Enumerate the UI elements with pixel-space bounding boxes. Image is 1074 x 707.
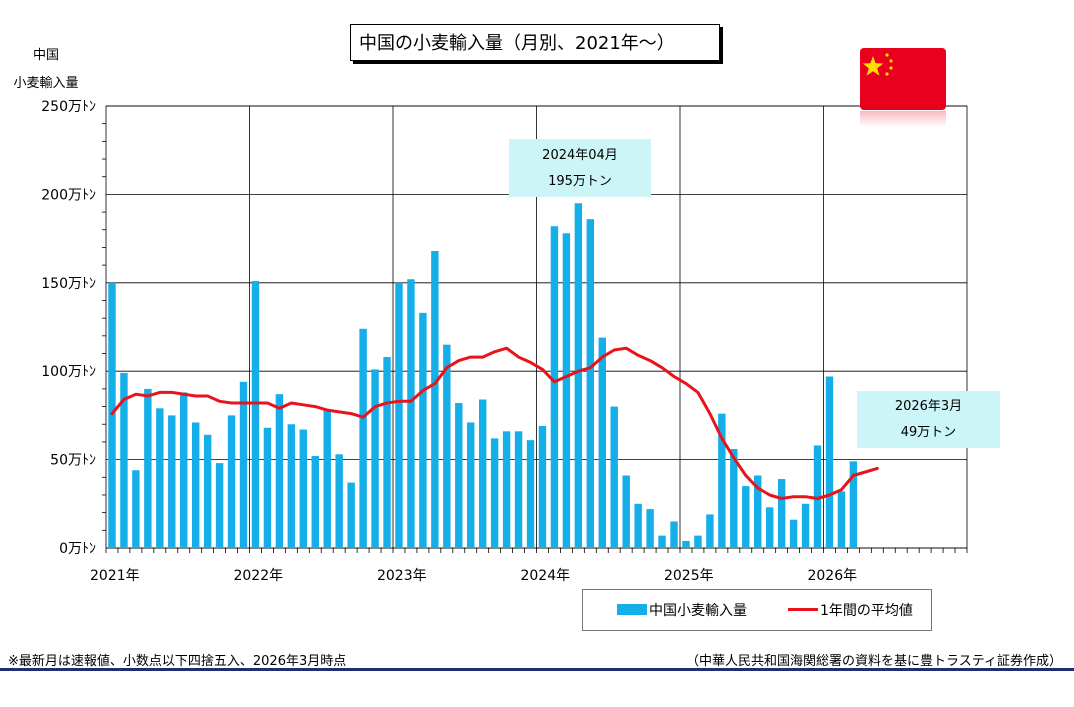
bar bbox=[323, 410, 331, 548]
bar bbox=[682, 540, 690, 548]
bar bbox=[203, 434, 212, 548]
bar bbox=[455, 403, 463, 548]
bar bbox=[706, 514, 714, 548]
legend-bar-label: 中国小麦輸入量 bbox=[649, 603, 747, 619]
callout-peak-value: 195万トン bbox=[548, 174, 612, 189]
bar bbox=[490, 438, 499, 548]
legend-line-swatch bbox=[788, 608, 818, 611]
bar bbox=[407, 279, 415, 548]
bar bbox=[825, 376, 834, 548]
bar bbox=[610, 406, 618, 548]
bar bbox=[849, 461, 858, 548]
bar bbox=[251, 281, 260, 548]
bar bbox=[263, 427, 272, 548]
bar bbox=[347, 482, 355, 548]
bar bbox=[144, 388, 152, 548]
bar bbox=[622, 475, 630, 548]
y-axis-label-line1: 中国 bbox=[32, 48, 59, 63]
bar bbox=[598, 337, 606, 548]
bar bbox=[801, 503, 810, 548]
bar bbox=[383, 357, 391, 548]
bar bbox=[478, 399, 487, 548]
bar bbox=[813, 445, 822, 548]
bar bbox=[335, 454, 343, 548]
bar bbox=[765, 507, 774, 548]
bar bbox=[371, 369, 379, 548]
flag-reflection bbox=[860, 111, 946, 127]
y-tick-label: 200万ﾄﾝ bbox=[41, 187, 96, 203]
y-tick-label: 50万ﾄﾝ bbox=[50, 453, 96, 469]
bar bbox=[419, 312, 427, 548]
bar bbox=[168, 415, 176, 548]
callout-latest-date: 2026年3月 bbox=[894, 399, 963, 414]
bar bbox=[191, 422, 200, 548]
y-tick-label: 100万ﾄﾝ bbox=[41, 364, 96, 380]
bar bbox=[120, 372, 128, 548]
bar bbox=[646, 509, 654, 548]
footnote: ※最新月は速報値、小数点以下四捨五入、2026年3月時点 bbox=[8, 654, 347, 669]
bar bbox=[239, 381, 248, 548]
bar bbox=[156, 408, 164, 548]
bar bbox=[359, 328, 367, 548]
callout-peak: 2024年04月 195万トン bbox=[509, 139, 651, 197]
average-line bbox=[110, 346, 879, 500]
x-tick-label: 2024年 bbox=[520, 568, 570, 584]
bar bbox=[718, 413, 726, 548]
callout-latest: 2026年3月 49万トン bbox=[857, 391, 1000, 448]
bar bbox=[837, 491, 846, 548]
bar bbox=[299, 429, 308, 548]
bar bbox=[526, 440, 535, 548]
bar bbox=[789, 519, 798, 548]
bar bbox=[431, 250, 439, 548]
bar bbox=[742, 486, 750, 548]
bar bbox=[754, 475, 762, 548]
bar bbox=[562, 233, 571, 548]
bar bbox=[694, 535, 702, 548]
bar bbox=[467, 422, 475, 548]
bar bbox=[574, 203, 583, 549]
x-tick-label: 2026年 bbox=[807, 568, 857, 584]
legend-line-label: 1年間の平均値 bbox=[820, 603, 913, 619]
y-tick-label: 0万ﾄﾝ bbox=[59, 541, 96, 557]
flag-stars-icon bbox=[862, 53, 893, 76]
bar bbox=[538, 426, 547, 548]
bar bbox=[287, 424, 296, 548]
bar bbox=[550, 226, 559, 548]
x-tick-label: 2021年 bbox=[90, 568, 140, 584]
bar bbox=[132, 470, 140, 548]
bar bbox=[670, 521, 678, 548]
bar bbox=[275, 394, 284, 548]
bar bbox=[730, 448, 738, 548]
bar bbox=[777, 479, 786, 548]
x-tick-label: 2022年 bbox=[233, 568, 283, 584]
china-flag-icon bbox=[860, 48, 946, 110]
bar bbox=[215, 463, 224, 548]
bar bbox=[514, 431, 523, 548]
bar bbox=[443, 344, 451, 548]
y-tick-label: 150万ﾄﾝ bbox=[41, 276, 96, 292]
bar bbox=[586, 219, 595, 549]
source-note: （中華人民共和国海関総署の資料を基に豊トラスティ証券作成） bbox=[686, 654, 1062, 669]
legend-bar-swatch bbox=[617, 604, 647, 615]
bar bbox=[227, 415, 236, 548]
bar bbox=[502, 431, 511, 548]
callout-peak-date: 2024年04月 bbox=[542, 148, 618, 163]
bar bbox=[108, 282, 116, 548]
bar bbox=[395, 282, 403, 548]
x-tick-label: 2025年 bbox=[664, 568, 714, 584]
x-tick-label: 2023年 bbox=[377, 568, 427, 584]
bar bbox=[634, 503, 642, 548]
bar bbox=[658, 535, 666, 548]
chart-legend: 中国小麦輸入量 1年間の平均値 bbox=[582, 589, 932, 631]
y-axis-label-line2: 小麦輸入量 bbox=[13, 76, 79, 91]
bar bbox=[180, 392, 188, 548]
callout-latest-value: 49万トン bbox=[900, 425, 957, 440]
bottom-rule bbox=[0, 668, 1074, 671]
y-tick-label: 250万ﾄﾝ bbox=[41, 99, 96, 115]
bar bbox=[311, 456, 319, 548]
chart-title: 中国の小麦輸入量（月別、2021年～） bbox=[350, 24, 720, 61]
